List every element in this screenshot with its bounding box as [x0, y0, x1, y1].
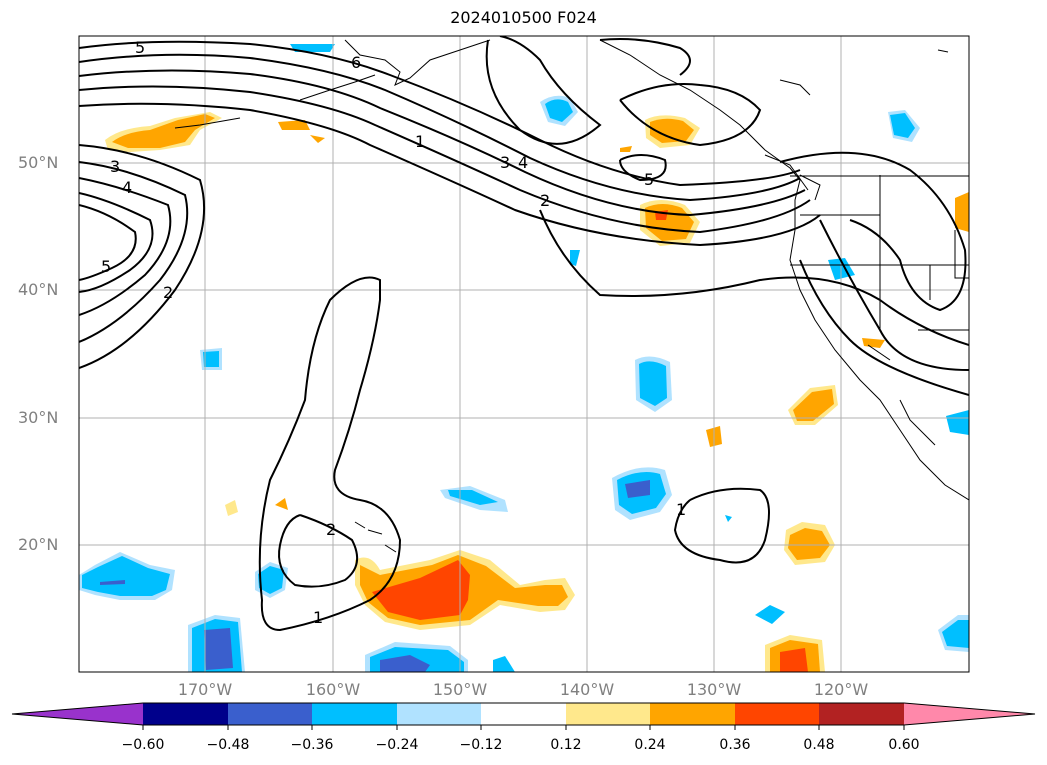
contour-label: 5 [135, 38, 145, 57]
colorbar-tick-label: −0.36 [290, 737, 334, 753]
colorbar-segment [228, 703, 312, 725]
colorbar-extend-high [904, 703, 1035, 725]
contour-label: 1 [313, 608, 323, 627]
colorbar-segment [650, 703, 735, 725]
contour-label: 3 [500, 153, 510, 172]
colorbar-segment [735, 703, 819, 725]
colorbar-segment [143, 703, 228, 725]
colorbar-tick-label: 0.60 [888, 737, 920, 753]
lat-label: 20°N [18, 535, 59, 554]
colorbar-segment [819, 703, 904, 725]
colorbar-tick-label: −0.60 [121, 737, 165, 753]
colorbar-tick-label: 0.48 [803, 737, 835, 753]
contour-label: 2 [163, 283, 173, 302]
map-border [78, 35, 970, 673]
contour-label: 4 [518, 153, 528, 172]
colorbar-extend-low [12, 703, 143, 725]
graticule [79, 36, 969, 672]
contour-label: 2 [540, 191, 550, 210]
lon-label: 160°W [305, 680, 361, 699]
contour-lines [79, 36, 969, 632]
colorbar-segment [397, 703, 481, 725]
colorbar-segment [481, 703, 566, 725]
contour-label: 1 [415, 132, 425, 151]
colorbar-tick-label: −0.48 [206, 737, 250, 753]
lon-label: 130°W [686, 680, 742, 699]
colorbar-tick-label: 0.24 [634, 737, 666, 753]
anomaly-shading [79, 44, 969, 672]
contour-label: 5 [644, 170, 654, 189]
lon-label: 140°W [559, 680, 615, 699]
colorbar-tick-label: −0.12 [459, 737, 503, 753]
lat-label: 30°N [18, 408, 59, 427]
contour-label: 1 [676, 500, 686, 519]
lon-label: 170°W [177, 680, 233, 699]
map-title: 2024010500 F024 [450, 8, 597, 27]
contour-label: 5 [101, 257, 111, 276]
colorbar-tick-label: 0.36 [719, 737, 751, 753]
contour-label: 3 [110, 157, 120, 176]
lat-label: 50°N [18, 153, 59, 172]
coastlines [174, 39, 969, 553]
contour-label: 6 [351, 53, 361, 72]
lat-label: 40°N [18, 280, 59, 299]
colorbar-segment [312, 703, 397, 725]
colorbar-tick-label: −0.24 [375, 737, 419, 753]
contour-label-group: 5 6 1 3 4 2 5 3 4 5 2 2 1 1 [101, 38, 686, 627]
contour-label: 2 [326, 520, 336, 539]
map-panel: 5 6 1 3 4 2 5 3 4 5 2 2 1 1 [79, 36, 969, 672]
colorbar [11, 702, 1036, 730]
lon-label: 120°W [813, 680, 869, 699]
lon-label: 150°W [432, 680, 488, 699]
colorbar-tick-label: 0.12 [550, 737, 582, 753]
contour-label: 4 [122, 178, 132, 197]
colorbar-segment [566, 703, 650, 725]
